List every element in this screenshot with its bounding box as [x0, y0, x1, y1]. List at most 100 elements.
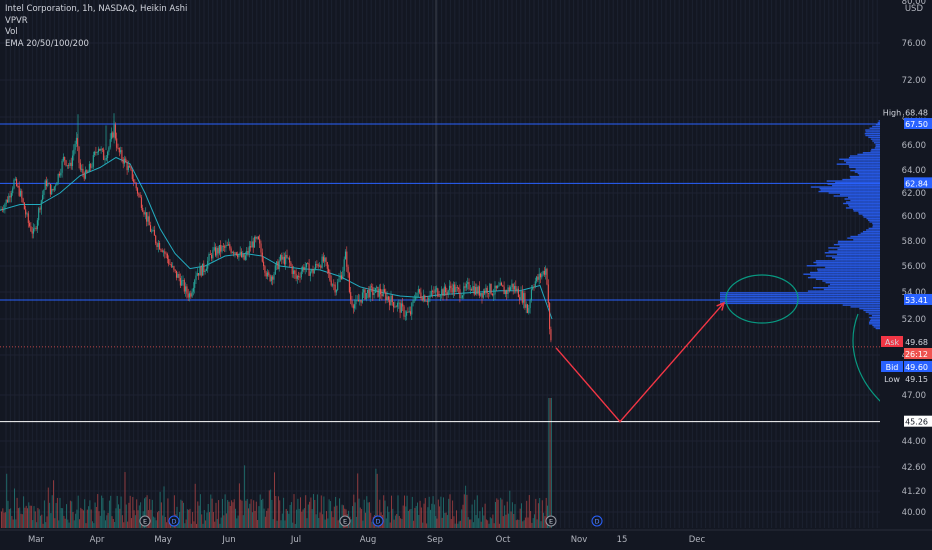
vpvr-row	[826, 180, 880, 182]
vpvr-row	[822, 280, 880, 282]
event-marker[interactable]	[139, 515, 151, 527]
vpvr-row	[835, 258, 880, 260]
volume-bar	[544, 516, 546, 528]
candle-body	[94, 151, 96, 156]
candle-body	[298, 275, 300, 278]
volume-bar	[545, 497, 547, 528]
symbol-title[interactable]: Intel Corporation, 1h, NASDAQ, Heikin As…	[5, 4, 188, 14]
vpvr-row	[844, 198, 880, 200]
candle-body	[131, 169, 133, 180]
volume-bar	[376, 473, 378, 528]
vpvr-row	[849, 175, 880, 178]
volume-bar	[362, 520, 364, 528]
arrow-head[interactable]	[716, 301, 726, 311]
candle-body	[329, 272, 331, 281]
event-marker[interactable]	[168, 515, 180, 527]
volume-bar	[474, 499, 476, 528]
candle-body	[205, 268, 207, 271]
countdown-tag-bg	[904, 348, 932, 359]
event-marker[interactable]	[545, 515, 557, 527]
price-tick: 64.00	[902, 166, 926, 176]
candle-body	[230, 248, 232, 253]
candle-body	[348, 273, 350, 293]
candle-body	[229, 244, 231, 249]
volume-bar	[329, 501, 331, 528]
volume-bar	[95, 507, 97, 528]
candle-body	[537, 276, 539, 280]
candle-body	[328, 268, 330, 273]
candle-body	[192, 287, 194, 292]
candle-body	[330, 280, 332, 286]
candle-body	[238, 254, 240, 258]
horizontal-levels[interactable]	[0, 123, 880, 423]
price-axis[interactable]: USD80.0076.0072.0068.0066.0064.0062.0060…	[880, 0, 932, 528]
vpvr-row	[870, 138, 880, 140]
vpvr-row	[865, 129, 880, 131]
candle-body	[337, 281, 339, 290]
candle-body	[48, 183, 50, 185]
price-tick: 72.00	[902, 76, 926, 86]
vpvr-row	[810, 271, 880, 274]
volume-bar	[445, 512, 447, 528]
volume-bar	[163, 486, 165, 528]
volume-bar	[125, 504, 127, 528]
event-marker[interactable]	[339, 515, 351, 527]
vpvr-row	[828, 192, 880, 194]
indicator-vol[interactable]: Vol	[5, 27, 18, 37]
vpvr-row	[869, 321, 880, 323]
candle-body	[523, 293, 525, 303]
candle-body	[25, 209, 27, 215]
vpvr-row	[870, 318, 880, 320]
candle-body	[526, 304, 529, 313]
candle-body	[156, 243, 158, 248]
volume-bar	[384, 500, 386, 528]
candle-body	[278, 260, 280, 270]
candle-body	[429, 295, 431, 298]
volume-bar	[205, 520, 207, 528]
event-marker[interactable]	[372, 515, 384, 527]
volume-bar	[326, 511, 327, 528]
volume-bar	[259, 494, 261, 528]
vpvr-row	[842, 178, 880, 181]
volume-bar	[543, 512, 545, 528]
volume-bar	[12, 519, 14, 528]
event-marker[interactable]	[591, 515, 603, 527]
volume-bar	[389, 522, 391, 528]
candle-body	[339, 275, 341, 279]
candle-body	[317, 264, 319, 267]
candle-body	[279, 255, 282, 261]
volume-bar	[401, 518, 403, 528]
volume-bar	[227, 500, 229, 528]
highlight-ellipse[interactable]	[725, 274, 799, 324]
indicator-vpvr[interactable]: VPVR	[5, 15, 28, 26]
candle-body	[224, 246, 226, 248]
projection-arrow[interactable]	[555, 302, 725, 423]
volume-bar	[206, 512, 208, 528]
volume-bar	[180, 499, 182, 528]
candle-body	[84, 170, 87, 179]
candle-body	[108, 147, 110, 152]
candle-body	[533, 286, 535, 288]
high-tag-label: High	[883, 109, 901, 118]
volume-bar	[85, 523, 87, 528]
candle-body	[422, 295, 425, 301]
volume-bar	[459, 520, 461, 528]
volume-bar	[132, 497, 134, 528]
vpvr-row	[857, 172, 880, 175]
volume-bar	[316, 494, 318, 528]
indicator-ema[interactable]: EMA 20/50/100/200	[5, 38, 89, 49]
volume-bar	[413, 520, 415, 528]
volume-bar	[306, 518, 308, 528]
volume-bar	[492, 514, 494, 528]
vpvr-row	[865, 134, 880, 137]
candle-body	[347, 266, 349, 274]
candle-body	[428, 297, 430, 303]
candle-body	[6, 199, 9, 203]
candle-body	[311, 269, 313, 272]
candle-body	[360, 300, 362, 303]
volume-bar	[367, 502, 369, 528]
time-axis[interactable]: Mar Apr May Jun Jul Aug Sep Oct Nov 15 Dec	[0, 529, 932, 550]
volume-bar	[248, 508, 249, 528]
